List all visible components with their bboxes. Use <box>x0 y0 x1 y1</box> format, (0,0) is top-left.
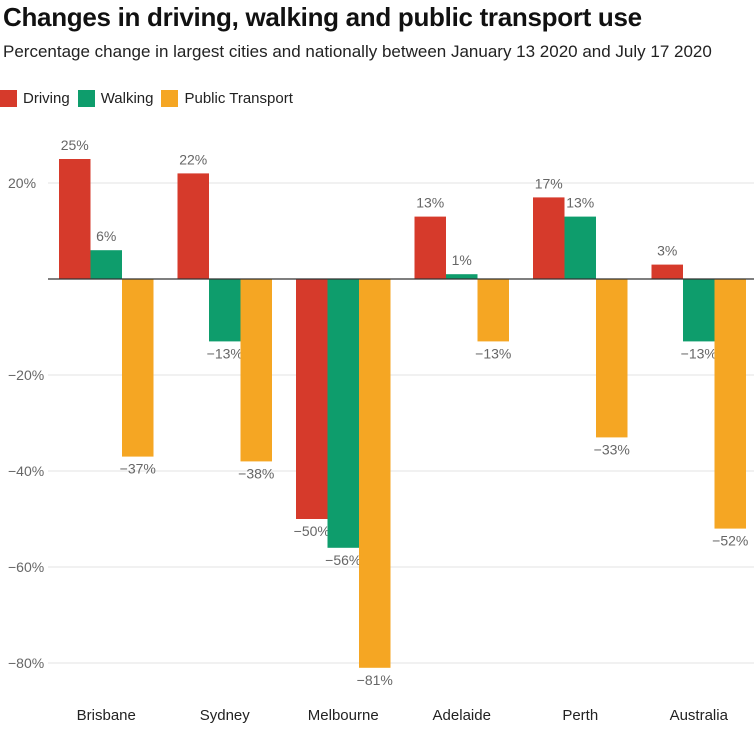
y-tick-label: −40% <box>8 463 44 479</box>
bar <box>533 197 565 279</box>
bar <box>240 279 272 462</box>
bar <box>414 216 446 279</box>
bar <box>177 173 209 279</box>
data-label: −13% <box>207 345 243 361</box>
legend-swatch-driving <box>0 90 17 107</box>
x-category-label: Brisbane <box>77 707 136 724</box>
y-tick-label: 20% <box>8 175 36 191</box>
data-label: 6% <box>96 228 116 244</box>
data-label: −50% <box>294 523 330 539</box>
legend-item-driving: Driving <box>0 90 70 107</box>
legend-item-walking: Walking <box>77 90 154 107</box>
bar <box>90 250 122 279</box>
bar <box>59 159 91 279</box>
data-label: 25% <box>61 137 89 153</box>
data-label: −56% <box>325 552 361 568</box>
bar <box>209 279 241 342</box>
data-label: −38% <box>238 465 274 481</box>
legend-label-walking: Walking <box>100 90 154 107</box>
legend-label-public-transport: Public Transport <box>184 90 293 107</box>
y-tick-label: −80% <box>8 655 44 671</box>
bar <box>296 279 328 519</box>
chart-title: Changes in driving, walking and public t… <box>3 2 642 32</box>
x-category-label: Sydney <box>200 707 251 724</box>
x-category-label: Adelaide <box>433 707 491 724</box>
bar <box>683 279 715 342</box>
legend: Driving Walking Public Transport <box>0 90 301 107</box>
data-label: −33% <box>594 441 630 457</box>
data-label: 1% <box>452 252 472 268</box>
bar <box>564 216 596 279</box>
legend-label-driving: Driving <box>23 90 70 107</box>
bar <box>714 279 746 529</box>
data-label: 3% <box>657 243 677 259</box>
y-tick-label: −60% <box>8 559 44 575</box>
chart-subtitle: Percentage change in largest cities and … <box>3 42 712 61</box>
bar <box>446 274 478 279</box>
x-category-label: Australia <box>670 707 729 724</box>
bar <box>477 279 509 342</box>
data-label: 13% <box>416 195 444 211</box>
bar <box>359 279 391 668</box>
data-label: −37% <box>120 461 156 477</box>
data-label: 22% <box>179 151 207 167</box>
data-label: −81% <box>357 672 393 688</box>
legend-swatch-public-transport <box>161 90 179 107</box>
x-category-label: Melbourne <box>308 707 379 724</box>
data-label: −13% <box>681 345 717 361</box>
bar <box>596 279 628 438</box>
bar <box>651 264 683 279</box>
y-tick-label: −20% <box>8 367 44 383</box>
bar <box>327 279 359 548</box>
legend-swatch-walking <box>77 90 95 107</box>
x-category-label: Perth <box>562 707 598 724</box>
data-label: −13% <box>475 345 511 361</box>
legend-item-public-transport: Public Transport <box>161 90 293 107</box>
data-label: 17% <box>535 175 563 191</box>
data-label: −52% <box>712 533 748 549</box>
data-label: 13% <box>566 195 594 211</box>
bar <box>122 279 154 457</box>
